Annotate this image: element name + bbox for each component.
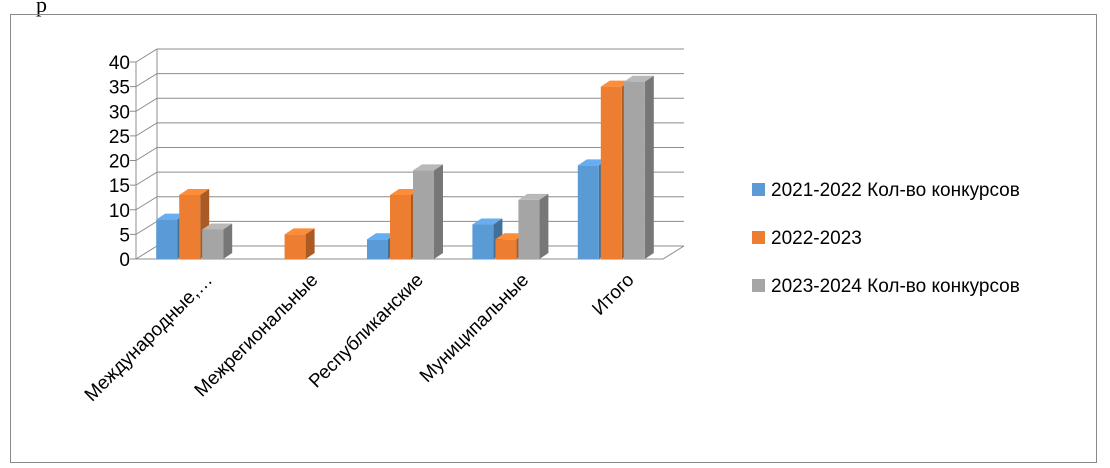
legend-swatch (752, 183, 765, 196)
y-tick-label: 35 (109, 78, 130, 99)
legend-item: 2022-2023 (752, 228, 862, 249)
legend-swatch (752, 231, 765, 244)
bar-side (645, 76, 654, 259)
bar-front (390, 195, 411, 259)
bar-front (179, 195, 200, 259)
bars (156, 76, 654, 259)
legend-label: 2022-2023 (771, 228, 862, 249)
bar-front (156, 220, 177, 259)
bar-side (539, 194, 548, 259)
y-tick-label: 0 (119, 250, 130, 271)
bar-front (367, 239, 388, 259)
bar-front (413, 170, 434, 259)
x-category-label: Итого (588, 270, 638, 320)
bar-front (285, 234, 306, 259)
bar-front (518, 200, 539, 259)
bar (518, 194, 548, 259)
bar-front (624, 82, 645, 259)
y-tick-label: 20 (109, 152, 130, 173)
gridline (136, 74, 684, 87)
legend-label: 2023-2024 Кол-во конкурсов (771, 276, 1020, 297)
y-tick-label: 10 (109, 201, 130, 222)
y-tick-label: 15 (109, 176, 130, 197)
bar (285, 228, 315, 259)
bar (413, 164, 443, 259)
bar (202, 223, 232, 259)
bar-front (601, 87, 622, 259)
x-category-label: Республиканские (305, 270, 428, 393)
bar-side (223, 223, 232, 259)
bar-front (472, 225, 493, 259)
bar-side (434, 164, 443, 259)
y-tick-label: 40 (109, 53, 130, 74)
bar-front (202, 229, 223, 259)
bar-front (495, 239, 516, 259)
legend: 2021-2022 Кол-во конкурсов 2022-2023 2023-… (752, 180, 1020, 297)
legend-item: 2021-2022 Кол-во конкурсов (752, 180, 1020, 201)
y-tick-label: 5 (119, 225, 130, 246)
legend-label: 2021-2022 Кол-во конкурсов (771, 180, 1020, 201)
bar (624, 76, 654, 259)
y-tick-label: 30 (109, 102, 130, 123)
y-tick-label: 25 (109, 127, 130, 148)
legend-item: 2023-2024 Кол-во конкурсов (752, 276, 1020, 297)
gridline (136, 49, 684, 62)
bar-front (578, 165, 599, 259)
legend-swatch (752, 279, 765, 292)
y-axis-ticks: 0 5 10 15 20 25 30 35 40 (109, 53, 130, 271)
x-category-label: Муниципальные (416, 270, 533, 387)
x-axis-categories: Международные,…МежрегиональныеРеспублика… (81, 270, 639, 406)
